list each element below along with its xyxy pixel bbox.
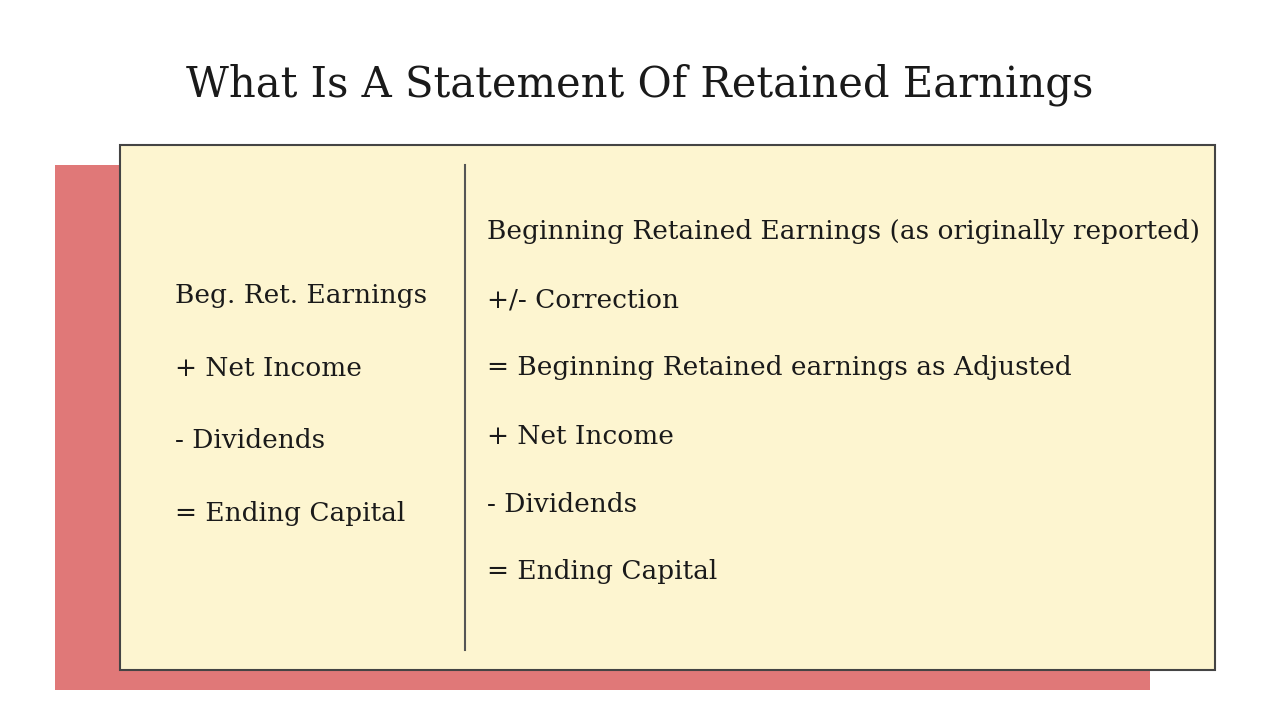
Text: = Ending Capital: = Ending Capital bbox=[486, 559, 717, 585]
Text: - Dividends: - Dividends bbox=[175, 428, 325, 454]
Text: + Net Income: + Net Income bbox=[175, 356, 362, 380]
FancyBboxPatch shape bbox=[120, 145, 1215, 670]
FancyBboxPatch shape bbox=[55, 165, 1149, 690]
Text: Beg. Ret. Earnings: Beg. Ret. Earnings bbox=[175, 282, 428, 307]
Text: +/- Correction: +/- Correction bbox=[486, 287, 678, 312]
Text: Beginning Retained Earnings (as originally reported): Beginning Retained Earnings (as original… bbox=[486, 220, 1199, 245]
Text: = Ending Capital: = Ending Capital bbox=[175, 502, 406, 526]
Text: What Is A Statement Of Retained Earnings: What Is A Statement Of Retained Earnings bbox=[187, 64, 1093, 107]
Text: = Beginning Retained earnings as Adjusted: = Beginning Retained earnings as Adjuste… bbox=[486, 356, 1071, 380]
Text: - Dividends: - Dividends bbox=[486, 492, 637, 516]
Text: + Net Income: + Net Income bbox=[486, 423, 673, 449]
